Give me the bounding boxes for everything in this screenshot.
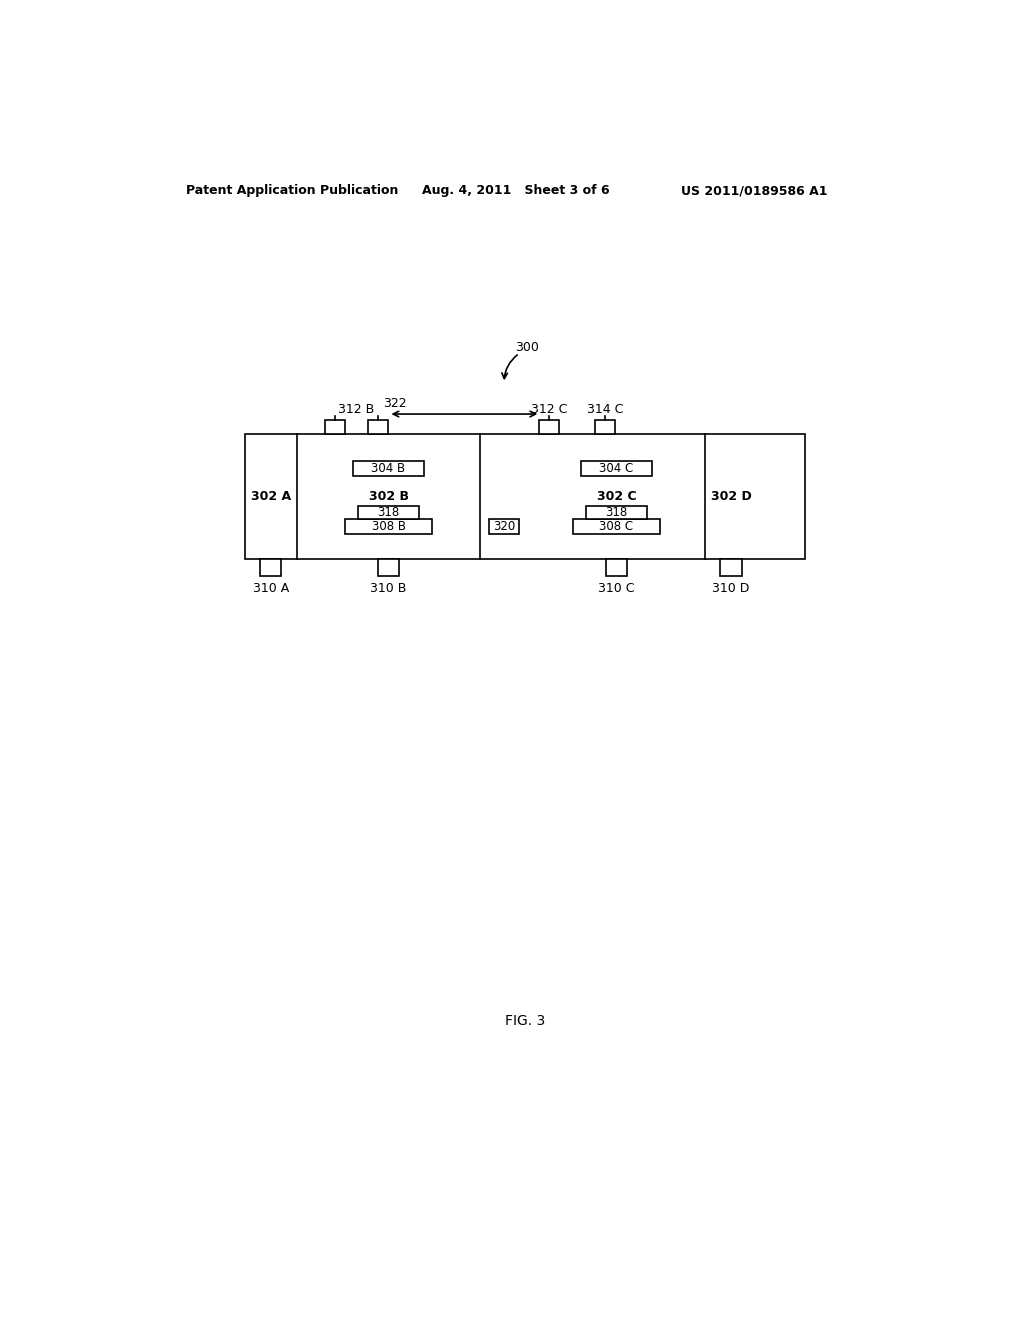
Text: 312 C: 312 C: [531, 403, 567, 416]
Text: 300: 300: [515, 341, 539, 354]
Text: 308 C: 308 C: [599, 520, 634, 533]
Bar: [368, 420, 388, 434]
Bar: [245, 434, 805, 558]
Text: 320: 320: [493, 520, 515, 533]
Bar: [378, 558, 399, 576]
Bar: [326, 420, 345, 434]
Text: 308 B: 308 B: [372, 520, 406, 533]
Bar: [488, 519, 519, 535]
Bar: [595, 420, 614, 434]
Bar: [345, 519, 432, 535]
Text: 302 C: 302 C: [597, 490, 636, 503]
Bar: [573, 519, 659, 535]
Bar: [260, 558, 282, 576]
Bar: [352, 461, 424, 477]
Text: 318: 318: [605, 506, 628, 519]
Text: 304 C: 304 C: [599, 462, 634, 475]
Bar: [581, 461, 652, 477]
Text: 312 B: 312 B: [338, 403, 375, 416]
Text: FIG. 3: FIG. 3: [505, 1014, 545, 1028]
Text: 302 B: 302 B: [369, 490, 409, 503]
Text: Patent Application Publication: Patent Application Publication: [186, 185, 398, 197]
Text: 318: 318: [378, 506, 399, 519]
Text: 310 C: 310 C: [598, 582, 635, 594]
Bar: [720, 558, 742, 576]
Text: 310 A: 310 A: [253, 582, 289, 594]
Text: 304 B: 304 B: [372, 462, 406, 475]
Text: 310 B: 310 B: [371, 582, 407, 594]
Text: 314 C: 314 C: [587, 403, 623, 416]
Bar: [540, 420, 559, 434]
Bar: [605, 558, 628, 576]
Text: 322: 322: [383, 397, 407, 409]
Text: 302 A: 302 A: [251, 490, 291, 503]
Text: 302 D: 302 D: [711, 490, 752, 503]
Text: Aug. 4, 2011   Sheet 3 of 6: Aug. 4, 2011 Sheet 3 of 6: [422, 185, 609, 197]
Bar: [357, 506, 419, 519]
Text: 310 D: 310 D: [713, 582, 750, 594]
Bar: [586, 506, 647, 519]
Text: US 2011/0189586 A1: US 2011/0189586 A1: [681, 185, 827, 197]
